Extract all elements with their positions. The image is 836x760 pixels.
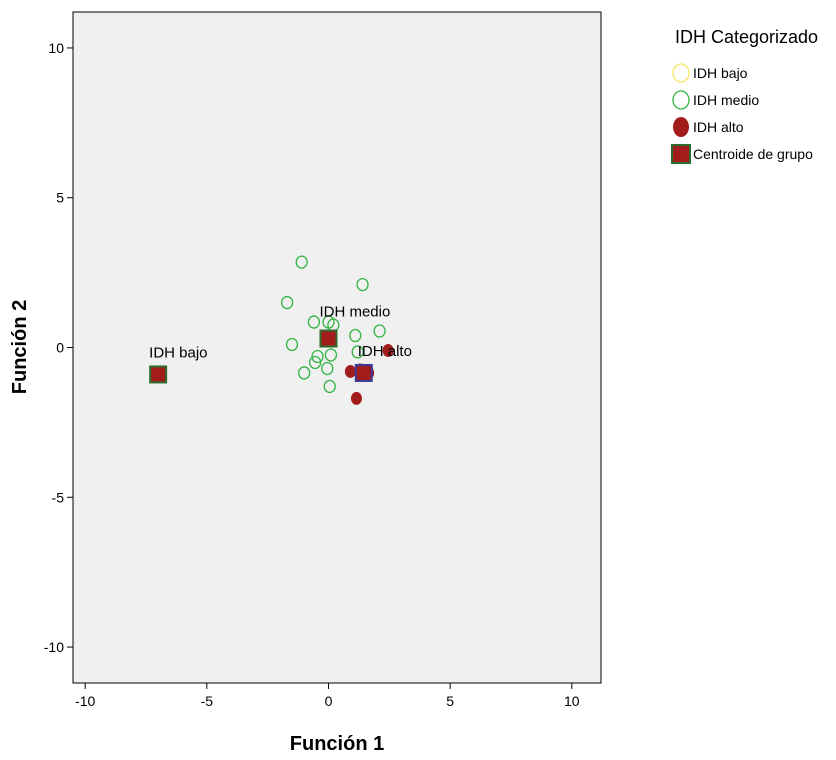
medio-point bbox=[351, 345, 364, 359]
x-tick-label: 10 bbox=[564, 693, 580, 709]
group-centroid bbox=[149, 365, 168, 384]
group-centroid bbox=[354, 363, 373, 382]
centroid-label: IDH bajo bbox=[149, 344, 207, 361]
legend-marker bbox=[671, 144, 691, 164]
medio-point bbox=[295, 255, 308, 269]
y-tick-label: -5 bbox=[52, 489, 65, 505]
x-tick-label: 5 bbox=[446, 693, 454, 709]
legend: IDH Categorizado IDH bajo IDH medio IDH al… bbox=[671, 27, 818, 164]
centroid-label: IDH medio bbox=[319, 304, 390, 321]
data-points bbox=[149, 255, 394, 405]
legend-label: Centroide de grupo bbox=[693, 146, 813, 162]
y-axis-title: Función 2 bbox=[9, 300, 31, 394]
centroid-labels: IDH bajo IDH medio IDH alto bbox=[149, 304, 412, 362]
x-tick-label: -10 bbox=[75, 693, 95, 709]
alto-point bbox=[344, 364, 356, 378]
x-tick-label: 0 bbox=[325, 693, 333, 709]
x-axis-title: Función 1 bbox=[290, 733, 384, 755]
group-centroid bbox=[319, 329, 338, 348]
x-tick-label: -5 bbox=[201, 693, 214, 709]
legend-title: IDH Categorizado bbox=[675, 27, 818, 47]
x-axis-ticks: -10 -5 0 5 10 bbox=[75, 683, 580, 709]
legend-marker bbox=[672, 63, 690, 83]
y-tick-label: 10 bbox=[48, 40, 64, 56]
medio-point bbox=[349, 328, 362, 343]
medio-point bbox=[285, 337, 299, 352]
y-tick-label: 5 bbox=[56, 190, 64, 206]
alto-point bbox=[350, 391, 362, 405]
legend-label: IDH bajo bbox=[693, 65, 748, 81]
medio-point bbox=[324, 348, 338, 362]
medio-point bbox=[280, 295, 294, 310]
centroid-label: IDH alto bbox=[358, 343, 412, 360]
medio-point bbox=[323, 379, 336, 394]
medio-point bbox=[298, 366, 311, 380]
medio-point bbox=[308, 355, 322, 370]
legend-label: IDH alto bbox=[693, 119, 744, 135]
medio-point bbox=[311, 349, 324, 364]
legend-marker bbox=[673, 117, 689, 137]
medio-point bbox=[356, 277, 369, 292]
y-axis-ticks: -10 -5 0 5 10 bbox=[44, 40, 73, 655]
medio-point bbox=[373, 324, 386, 338]
medio-point bbox=[321, 361, 334, 376]
legend-label: IDH medio bbox=[693, 92, 759, 108]
y-tick-label: -10 bbox=[44, 639, 64, 655]
alto-point bbox=[382, 343, 394, 357]
legend-marker bbox=[672, 90, 690, 110]
y-tick-label: 0 bbox=[56, 340, 64, 356]
medio-point bbox=[307, 315, 321, 329]
